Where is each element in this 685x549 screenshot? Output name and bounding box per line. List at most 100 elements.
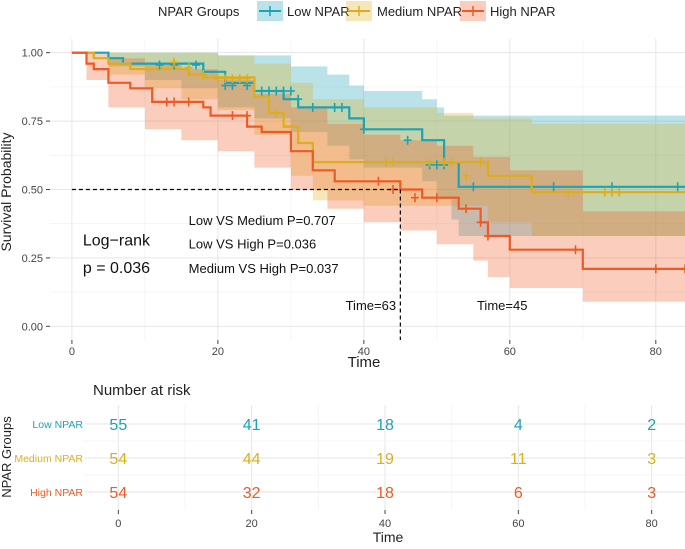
y-tick-label: 0.00 [22, 321, 43, 333]
risk-cell: 18 [376, 417, 394, 434]
risk-cell: 41 [243, 417, 261, 434]
censor-mark-low-npar [279, 86, 288, 96]
risk-cell: 54 [109, 485, 127, 502]
x-axis-title: Time [348, 354, 381, 371]
censor-mark-high-npar [374, 176, 383, 186]
legend-item-high-npar: High NPAR [460, 1, 556, 21]
censor-mark-low-npar [359, 124, 368, 134]
censor-mark-low-npar [330, 102, 339, 112]
y-tick-label: 0.25 [22, 253, 43, 265]
censor-mark-low-npar [432, 160, 441, 170]
censor-mark-medium-npar [243, 74, 252, 84]
censor-mark-medium-npar [199, 70, 208, 80]
risk-row-label: Low NPAR [32, 419, 83, 431]
annotation-4: p = 0.036 [83, 260, 150, 277]
risk-cell: 32 [243, 485, 261, 502]
risk-cell: 44 [243, 451, 261, 468]
annotation-6: Time=45 [477, 298, 527, 313]
legend-title: NPAR Groups [158, 4, 240, 19]
legend-item-medium-npar: Medium NPAR [346, 1, 462, 21]
censor-mark-medium-npar [564, 187, 573, 197]
legend-label: Medium NPAR [377, 4, 462, 19]
censor-mark-low-npar [191, 60, 200, 70]
risk-cell: 6 [514, 485, 523, 502]
censor-mark-medium-npar [462, 171, 471, 181]
annotation-0: Low VS Medium P=0.707 [189, 213, 336, 228]
censor-mark-medium-npar [615, 187, 624, 197]
censor-mark-low-npar [155, 60, 164, 70]
x-tick-label: 0 [69, 346, 75, 358]
risk-x-tick-label: 60 [512, 518, 524, 530]
risk-row-label: Medium NPAR [14, 453, 83, 465]
censor-mark-low-npar [469, 182, 478, 192]
risk-cell: 3 [647, 451, 656, 468]
legend-label: Low NPAR [287, 4, 350, 19]
annotation-3: Log−rank [83, 233, 151, 250]
censor-mark-high-npar [571, 245, 580, 255]
risk-x-tick-label: 20 [246, 518, 258, 530]
risk-row-label: High NPAR [30, 487, 83, 499]
legend: NPAR Groups Low NPAR Medium NPAR High NPAR [158, 1, 556, 21]
risk-cell: 4 [514, 417, 523, 434]
censor-mark-high-npar [462, 204, 471, 214]
censor-mark-medium-npar [272, 108, 281, 118]
y-tick-label: 0.50 [22, 185, 43, 197]
censor-mark-high-npar [476, 217, 485, 227]
legend-label: High NPAR [490, 4, 556, 19]
censor-mark-high-npar [410, 193, 419, 203]
censor-mark-low-npar [294, 94, 303, 104]
censor-mark-low-npar [257, 86, 266, 96]
censor-mark-high-npar [681, 264, 685, 274]
legend-item-low-npar: Low NPAR [257, 1, 350, 21]
risk-y-axis-title: NPAR Groups [0, 416, 14, 498]
censor-mark-high-npar [432, 193, 441, 203]
censor-mark-medium-npar [389, 157, 398, 167]
risk-x-tick-label: 0 [115, 518, 121, 530]
censor-mark-low-npar [337, 102, 346, 112]
censor-mark-high-npar [228, 111, 237, 121]
censor-mark-low-npar [264, 86, 273, 96]
censor-mark-medium-npar [184, 63, 193, 73]
annotation-5: Time=63 [346, 298, 396, 313]
censor-mark-high-npar [243, 111, 252, 121]
risk-cell: 2 [647, 417, 656, 434]
annotation-2: Medium VS High P=0.037 [189, 261, 339, 276]
censor-mark-low-npar [549, 182, 558, 192]
km-plot: 0 20 40 60 80 0.00 0.25 0.50 0.75 1.00 Low VS Med… [0, 39, 685, 371]
x-tick-label: 60 [504, 346, 516, 358]
censor-mark-low-npar [673, 182, 682, 192]
y-axis-title: Survival Probability [0, 132, 14, 251]
censor-mark-medium-npar [213, 74, 222, 84]
risk-cell: 3 [647, 485, 656, 502]
x-tick-label: 40 [358, 346, 370, 358]
risk-cell: 54 [109, 451, 127, 468]
censor-mark-medium-npar [228, 74, 237, 84]
risk-cell: 55 [109, 417, 127, 434]
x-tick-label: 80 [650, 346, 662, 358]
censor-mark-medium-npar [221, 74, 230, 84]
censor-mark-medium-npar [600, 187, 609, 197]
censor-mark-medium-npar [447, 157, 456, 167]
censor-mark-low-npar [403, 135, 412, 145]
risk-cell: 11 [510, 451, 527, 468]
risk-table: Number at risk 55 41 18 4 2 54 44 19 11 3 54 32 18 6 3… [0, 382, 685, 545]
risk-x-tick-label: 80 [646, 518, 658, 530]
x-tick-label: 20 [212, 346, 224, 358]
censor-mark-medium-npar [425, 157, 434, 167]
risk-cell: 18 [376, 485, 394, 502]
y-tick-label: 1.00 [22, 48, 43, 60]
censor-mark-medium-npar [235, 74, 244, 84]
censor-mark-high-npar [483, 231, 492, 241]
censor-mark-high-npar [184, 97, 193, 107]
annotation-1: Low VS High P=0.036 [189, 236, 317, 251]
censor-mark-low-npar [308, 102, 317, 112]
y-tick-label: 0.75 [22, 116, 43, 128]
censor-mark-high-npar [170, 97, 179, 107]
censor-mark-high-npar [162, 97, 171, 107]
censor-mark-medium-npar [608, 187, 617, 197]
censor-mark-medium-npar [170, 57, 179, 67]
censor-mark-high-npar [651, 264, 660, 274]
risk-x-axis-title: Time [373, 529, 404, 544]
censor-mark-medium-npar [440, 157, 449, 167]
